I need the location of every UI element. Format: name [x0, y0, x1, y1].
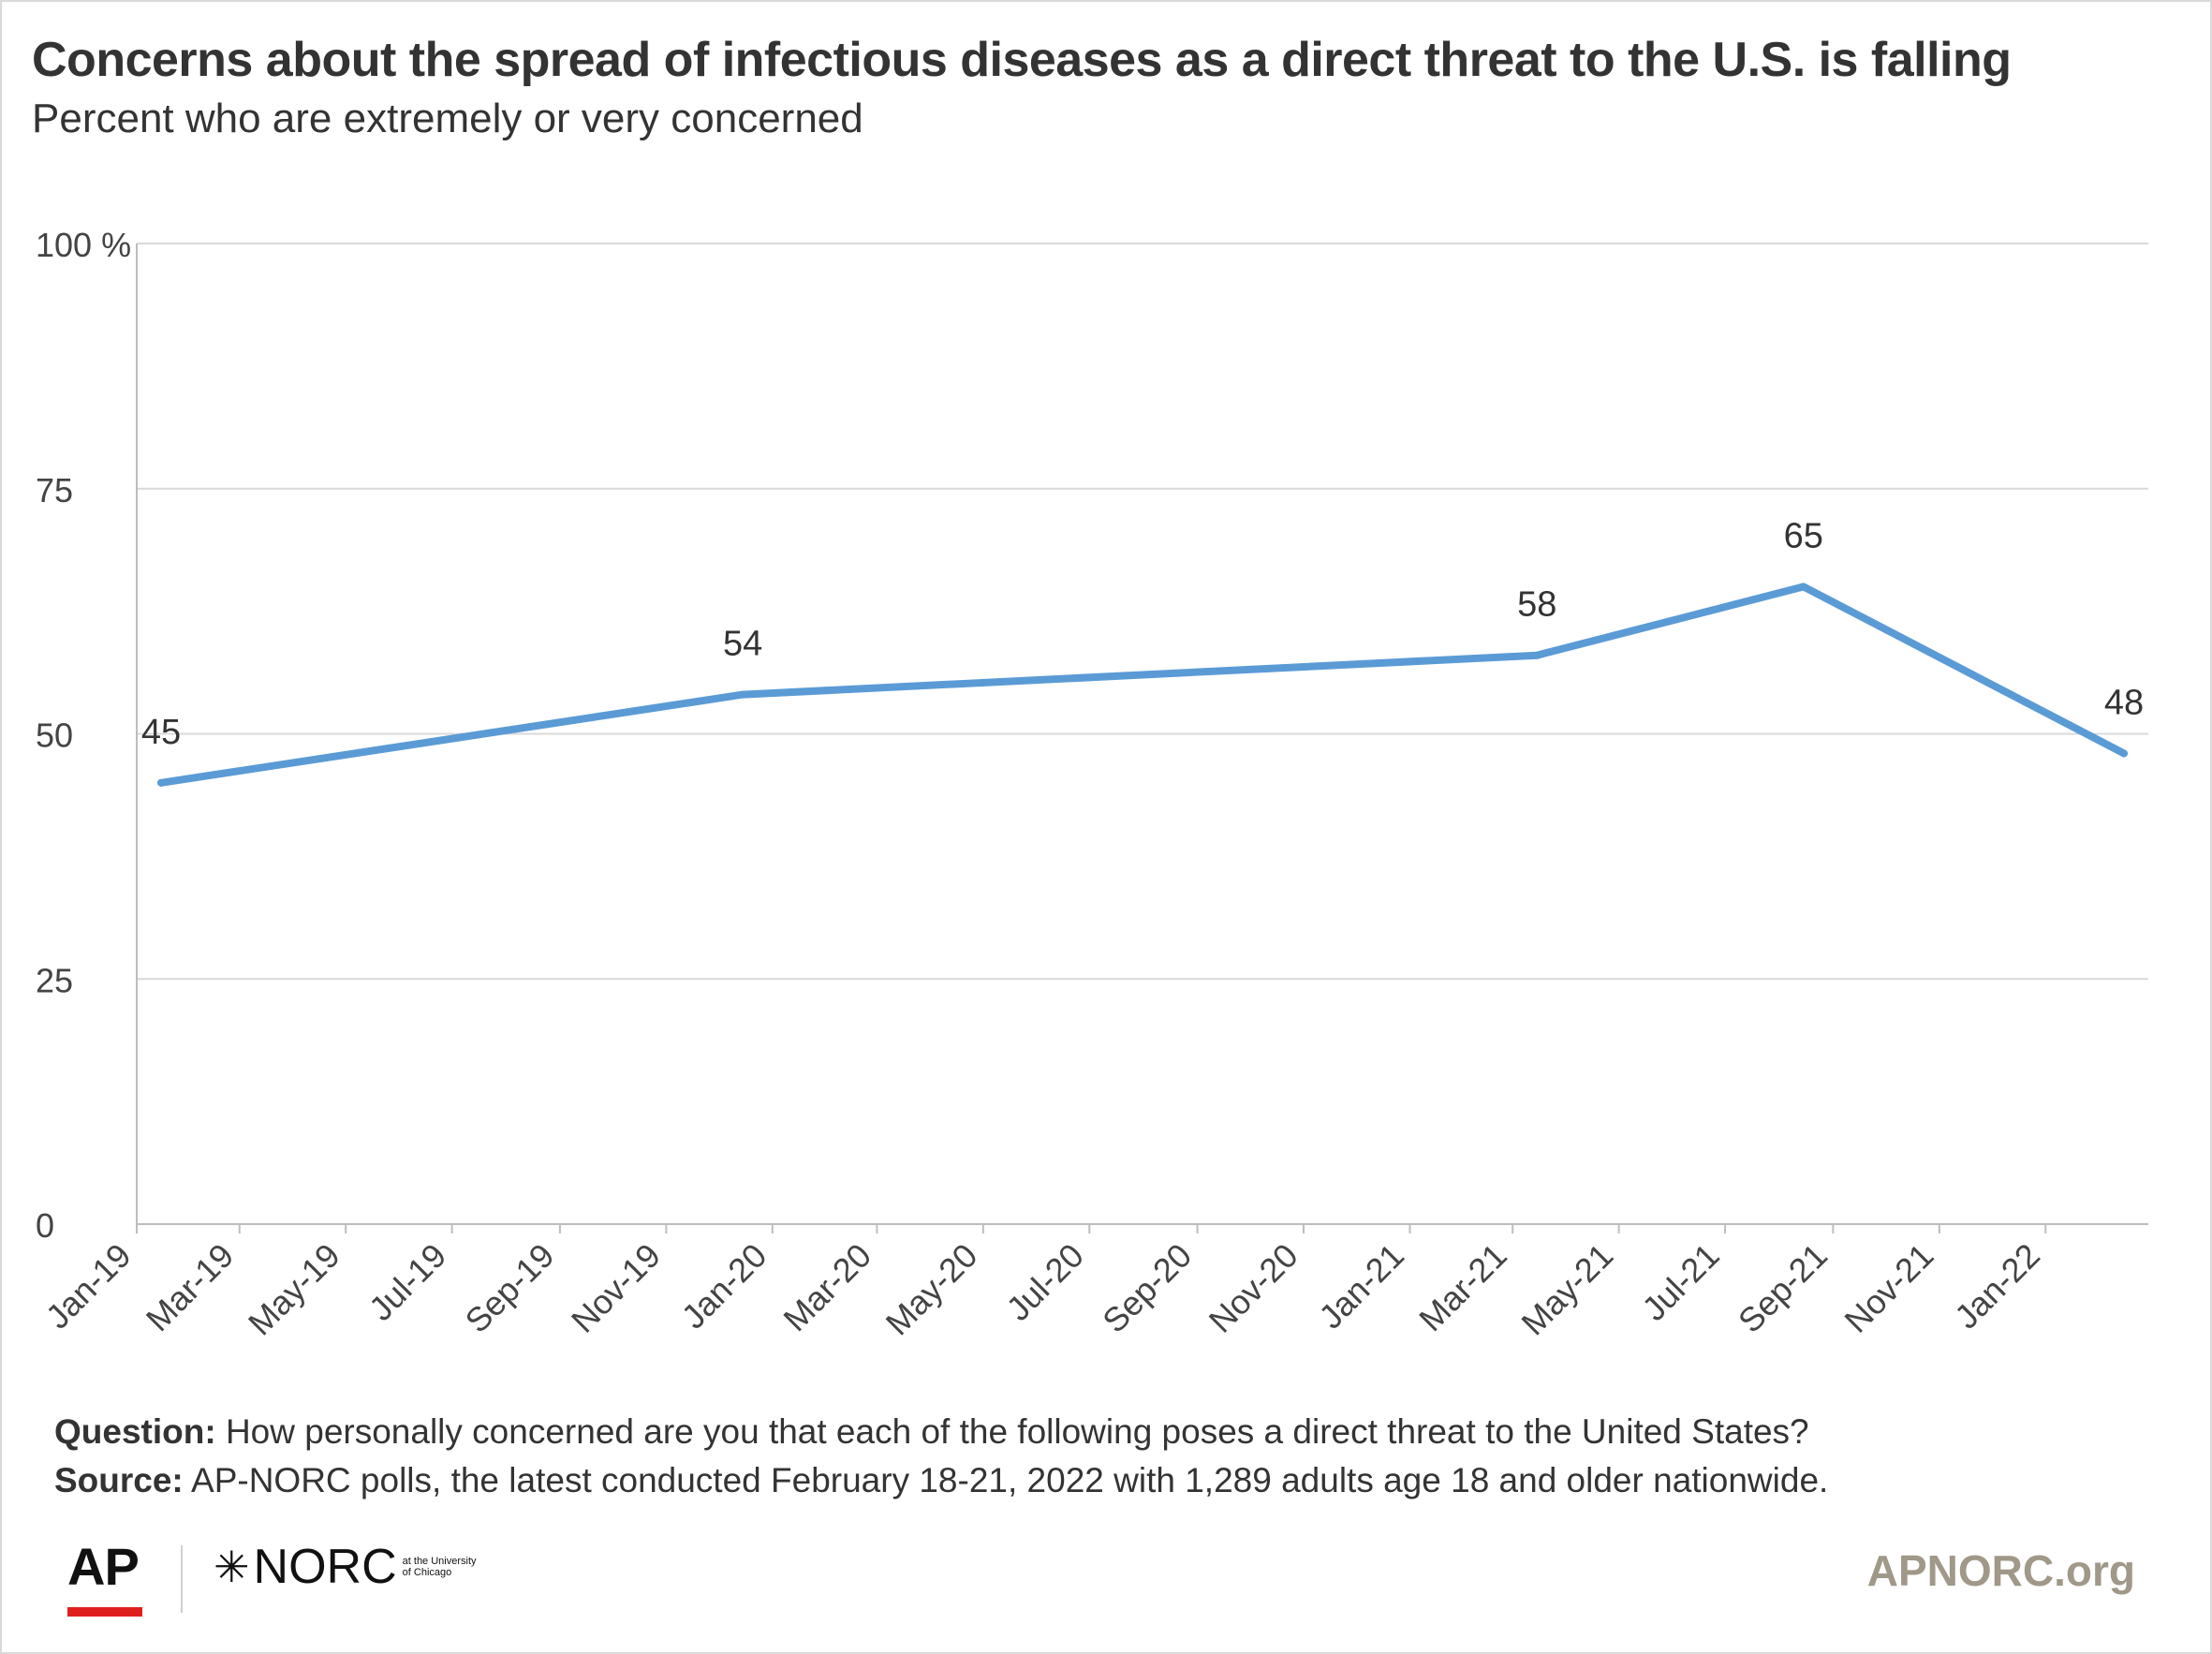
x-tick-label: Nov-20 — [1202, 1236, 1305, 1340]
x-tick-label: May-19 — [241, 1236, 347, 1343]
x-tick-label: Mar-20 — [775, 1236, 878, 1339]
y-tick-label: 25 — [36, 961, 73, 999]
website-link[interactable]: APNORC.org — [1866, 1546, 2135, 1595]
chart-title: Concerns about the spread of infectious … — [32, 33, 2012, 87]
source-label: Source: — [54, 1461, 184, 1499]
series-line — [157, 583, 2128, 787]
logo-divider — [181, 1545, 183, 1613]
x-tick-label: Nov-21 — [1836, 1236, 1940, 1340]
data-label: 48 — [2104, 683, 2144, 722]
x-tick-label: Sep-20 — [1095, 1236, 1199, 1340]
data-label: 58 — [1517, 585, 1556, 625]
y-tick-label: 50 — [36, 716, 73, 755]
x-tick-label: Jan-22 — [1947, 1236, 2047, 1336]
data-label: 45 — [141, 713, 181, 752]
x-tick-label: May-21 — [1513, 1236, 1620, 1343]
data-point — [157, 778, 166, 787]
x-tick-label: Jul-21 — [1634, 1236, 1726, 1328]
y-tick-label: 100 % — [36, 226, 131, 264]
x-tick-label: Jan-21 — [1311, 1236, 1411, 1336]
ap-logo-bar — [67, 1607, 142, 1617]
data-point — [739, 690, 747, 699]
source-text: AP-NORC polls, the latest conducted Febr… — [191, 1461, 1829, 1499]
chart-subtitle: Percent who are extremely or very concer… — [32, 96, 863, 141]
norc-logo-text: NORC — [253, 1540, 397, 1594]
x-tick-label: Jan-19 — [38, 1236, 139, 1336]
x-tick-label: May-20 — [878, 1236, 985, 1343]
ap-logo: AP — [67, 1537, 140, 1596]
x-tick-label: Jan-20 — [674, 1236, 774, 1336]
norc-star-icon: ✳ — [214, 1543, 250, 1591]
x-tick-label: Nov-19 — [564, 1236, 668, 1340]
x-tick-label: Sep-19 — [457, 1236, 561, 1340]
x-tick-label: Jul-20 — [999, 1236, 1091, 1328]
data-point — [2119, 749, 2128, 758]
norc-logo-subtext: at the University of Chicago — [402, 1556, 477, 1578]
data-point — [1533, 651, 1541, 659]
x-tick-label: Mar-19 — [139, 1236, 242, 1339]
question-label: Question: — [54, 1412, 216, 1451]
source-footnote: Source: AP-NORC polls, the latest conduc… — [54, 1461, 1828, 1500]
data-label: 65 — [1784, 516, 1823, 555]
x-tick-label: Jul-19 — [361, 1236, 453, 1328]
x-tick-label: Mar-21 — [1411, 1236, 1514, 1339]
x-tick-label: Sep-21 — [1731, 1236, 1835, 1340]
data-point — [1799, 583, 1807, 591]
y-tick-label: 0 — [36, 1206, 54, 1245]
data-label: 54 — [723, 625, 762, 664]
question-footnote: Question: How personally concerned are y… — [54, 1412, 1809, 1452]
y-tick-label: 75 — [36, 471, 73, 509]
norc-logo: ✳ NORC at the University of Chicago — [214, 1539, 487, 1595]
question-text: How personally concerned are you that ea… — [225, 1412, 1809, 1451]
